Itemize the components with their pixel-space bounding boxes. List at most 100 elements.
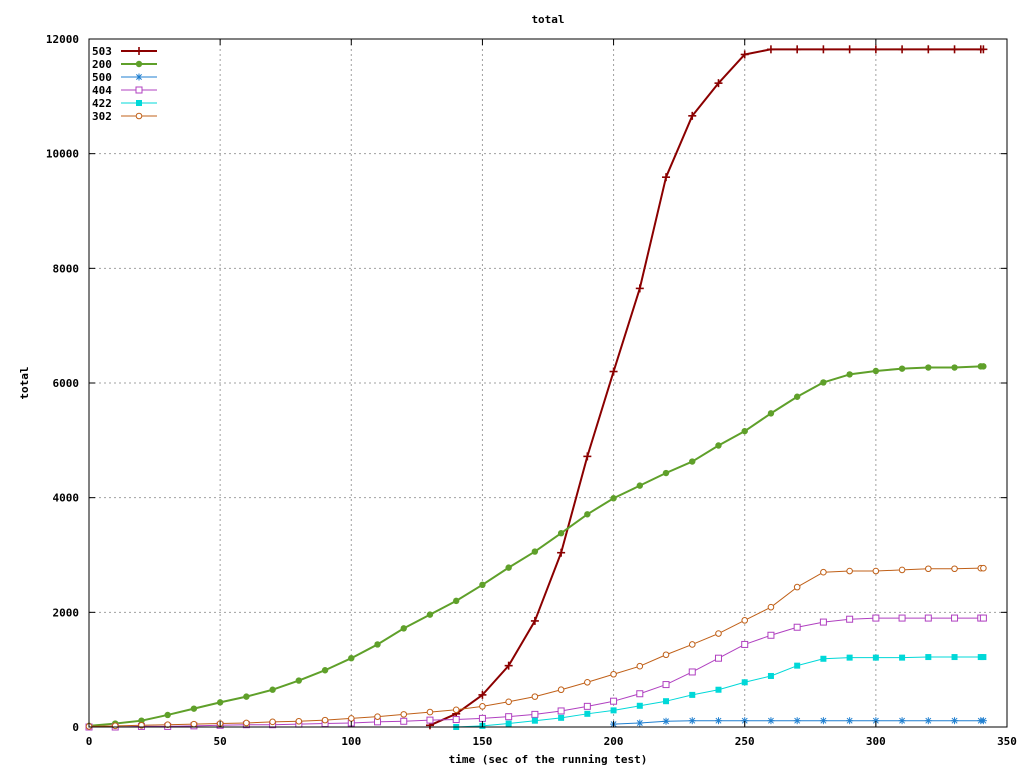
- series-layer: [85, 45, 988, 731]
- data-point: [479, 703, 486, 710]
- data-point: [979, 717, 987, 725]
- data-point: [741, 640, 749, 648]
- data-point: [872, 567, 880, 575]
- data-point: [479, 581, 486, 589]
- legend-label: 503: [92, 45, 112, 58]
- data-point: [400, 711, 408, 718]
- data-point: [135, 73, 143, 81]
- data-point: [164, 711, 171, 719]
- data-point: [531, 548, 539, 555]
- y-tick-label: 6000: [53, 377, 80, 390]
- data-point: [898, 614, 906, 622]
- data-point: [767, 410, 775, 417]
- legend-entry: 302: [92, 110, 157, 123]
- y-tick-label: 8000: [53, 262, 80, 275]
- data-point: [135, 47, 143, 55]
- data-point: [925, 364, 932, 371]
- data-point: [872, 717, 880, 725]
- data-point: [505, 713, 513, 721]
- data-point: [980, 564, 987, 572]
- data-point: [138, 717, 145, 724]
- data-point: [715, 442, 722, 449]
- data-point: [530, 616, 539, 625]
- legend-entry: 503: [92, 45, 157, 58]
- data-point: [871, 45, 880, 54]
- data-point: [924, 614, 932, 622]
- data-point: [136, 100, 142, 106]
- data-point: [269, 686, 276, 693]
- data-point: [636, 719, 644, 727]
- data-point: [793, 717, 801, 725]
- legend-entry: 500: [92, 71, 157, 84]
- data-point: [846, 567, 853, 575]
- data-point: [584, 511, 591, 518]
- series-line: [429, 48, 984, 727]
- data-point: [793, 393, 801, 400]
- series-200: [85, 363, 987, 730]
- data-point: [135, 86, 143, 94]
- data-point: [714, 79, 723, 88]
- legend-entry: 200: [92, 58, 157, 71]
- data-point: [662, 469, 670, 477]
- series-line: [89, 617, 984, 728]
- data-point: [400, 717, 408, 725]
- data-point: [951, 654, 958, 661]
- x-tick-label: 0: [86, 735, 93, 748]
- data-point: [924, 45, 933, 54]
- data-point: [610, 697, 618, 705]
- data-point: [846, 654, 853, 661]
- data-point: [898, 365, 906, 372]
- data-point: [793, 623, 801, 631]
- data-point: [531, 693, 539, 700]
- x-tick-label: 350: [997, 735, 1017, 748]
- data-point: [924, 717, 932, 725]
- x-tick-label: 100: [341, 735, 361, 748]
- legend-label: 200: [92, 58, 112, 71]
- data-point: [243, 693, 250, 700]
- data-point: [505, 720, 512, 727]
- data-point: [610, 495, 617, 502]
- data-point: [689, 691, 696, 698]
- data-point: [636, 702, 643, 709]
- x-tick-label: 200: [604, 735, 624, 748]
- y-tick-label: 10000: [46, 148, 79, 161]
- data-point: [714, 654, 722, 662]
- data-point: [111, 722, 119, 730]
- data-point: [741, 617, 749, 624]
- data-point: [819, 717, 827, 725]
- data-point: [819, 618, 827, 626]
- x-tick-label: 300: [866, 735, 886, 748]
- series-422: [453, 654, 987, 730]
- data-point: [951, 364, 958, 371]
- data-point: [715, 630, 722, 637]
- data-point: [662, 681, 670, 689]
- series-404: [85, 614, 987, 731]
- legend-label: 422: [92, 97, 112, 110]
- data-point: [872, 614, 880, 622]
- legend-label: 500: [92, 71, 112, 84]
- data-point: [478, 690, 487, 699]
- data-point: [374, 713, 381, 720]
- data-point: [636, 690, 644, 698]
- series-line: [456, 656, 984, 728]
- data-point: [635, 284, 644, 293]
- data-point: [505, 564, 512, 571]
- data-point: [400, 625, 407, 632]
- data-point: [793, 45, 802, 54]
- data-point: [348, 655, 355, 662]
- data-point: [243, 719, 250, 727]
- data-point: [347, 715, 355, 722]
- data-point: [452, 706, 460, 714]
- series-503: [425, 45, 988, 730]
- y-tick-label: 12000: [46, 33, 79, 46]
- data-point: [584, 710, 591, 717]
- data-point: [557, 686, 565, 694]
- data-point: [979, 614, 987, 622]
- data-point: [190, 720, 198, 728]
- data-point: [899, 654, 906, 661]
- data-point: [164, 721, 171, 729]
- data-point: [636, 482, 643, 489]
- data-point: [295, 717, 303, 725]
- data-point: [557, 530, 565, 537]
- data-point: [531, 710, 539, 718]
